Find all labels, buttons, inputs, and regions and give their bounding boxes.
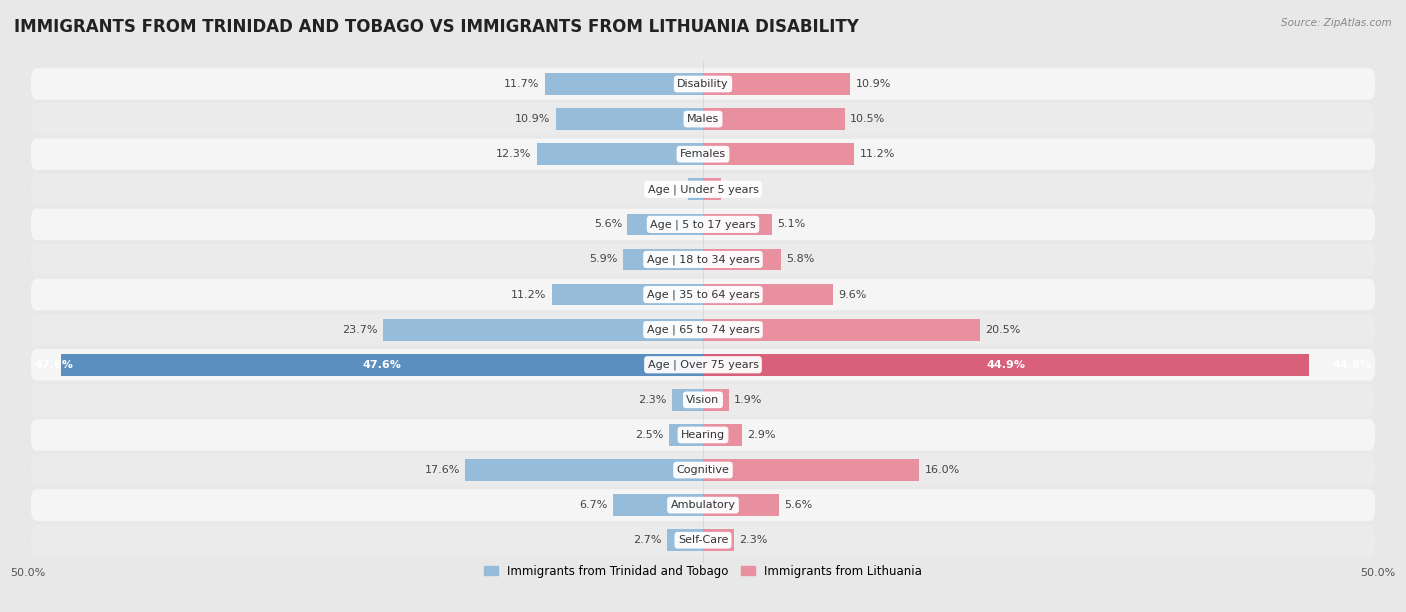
Text: 5.6%: 5.6%	[593, 219, 621, 230]
Text: Age | 18 to 34 years: Age | 18 to 34 years	[647, 254, 759, 265]
Bar	[555, 108, 703, 130]
Bar	[703, 389, 728, 411]
Text: 5.6%: 5.6%	[785, 500, 813, 510]
Text: 6.7%: 6.7%	[579, 500, 607, 510]
Text: Cognitive: Cognitive	[676, 465, 730, 475]
Text: Age | 65 to 74 years: Age | 65 to 74 years	[647, 324, 759, 335]
FancyBboxPatch shape	[31, 454, 1375, 486]
FancyBboxPatch shape	[31, 103, 1375, 135]
Bar	[703, 319, 980, 340]
Text: 5.9%: 5.9%	[589, 255, 619, 264]
Text: Self-Care: Self-Care	[678, 536, 728, 545]
Text: 47.6%: 47.6%	[35, 360, 73, 370]
Text: 11.2%: 11.2%	[859, 149, 896, 159]
Text: 5.8%: 5.8%	[787, 255, 815, 264]
Text: 11.7%: 11.7%	[505, 79, 540, 89]
Text: Age | Under 5 years: Age | Under 5 years	[648, 184, 758, 195]
Text: Source: ZipAtlas.com: Source: ZipAtlas.com	[1281, 18, 1392, 28]
Bar	[688, 179, 703, 200]
Bar	[703, 529, 734, 551]
Bar	[613, 494, 703, 516]
Text: 44.9%: 44.9%	[987, 360, 1025, 370]
Text: 2.9%: 2.9%	[748, 430, 776, 440]
Text: Vision: Vision	[686, 395, 720, 405]
Text: Females: Females	[681, 149, 725, 159]
Bar	[537, 143, 703, 165]
Bar	[703, 248, 782, 271]
Text: 16.0%: 16.0%	[924, 465, 960, 475]
FancyBboxPatch shape	[31, 490, 1375, 521]
FancyBboxPatch shape	[31, 384, 1375, 416]
Bar	[703, 284, 832, 305]
Text: 10.9%: 10.9%	[515, 114, 551, 124]
Text: IMMIGRANTS FROM TRINIDAD AND TOBAGO VS IMMIGRANTS FROM LITHUANIA DISABILITY: IMMIGRANTS FROM TRINIDAD AND TOBAGO VS I…	[14, 18, 859, 36]
Text: 12.3%: 12.3%	[496, 149, 531, 159]
Bar	[551, 284, 703, 305]
Bar	[703, 179, 720, 200]
Text: Hearing: Hearing	[681, 430, 725, 440]
Text: Disability: Disability	[678, 79, 728, 89]
Text: Age | 35 to 64 years: Age | 35 to 64 years	[647, 289, 759, 300]
Bar	[703, 73, 851, 95]
Bar	[703, 214, 772, 235]
Text: 23.7%: 23.7%	[342, 325, 378, 335]
FancyBboxPatch shape	[31, 68, 1375, 100]
Bar	[703, 494, 779, 516]
Bar	[60, 354, 703, 376]
FancyBboxPatch shape	[31, 138, 1375, 170]
Text: 44.9%: 44.9%	[1331, 360, 1371, 370]
FancyBboxPatch shape	[31, 314, 1375, 345]
FancyBboxPatch shape	[31, 244, 1375, 275]
Bar	[703, 143, 855, 165]
Text: 47.6%: 47.6%	[363, 360, 401, 370]
Text: 2.7%: 2.7%	[633, 536, 661, 545]
Text: 11.2%: 11.2%	[510, 289, 547, 299]
Bar	[703, 108, 845, 130]
Bar	[703, 459, 920, 481]
FancyBboxPatch shape	[31, 173, 1375, 205]
Legend: Immigrants from Trinidad and Tobago, Immigrants from Lithuania: Immigrants from Trinidad and Tobago, Imm…	[479, 560, 927, 582]
Bar	[465, 459, 703, 481]
Text: 17.6%: 17.6%	[425, 465, 460, 475]
Text: 9.6%: 9.6%	[838, 289, 866, 299]
Bar	[627, 214, 703, 235]
FancyBboxPatch shape	[31, 419, 1375, 451]
Bar	[672, 389, 703, 411]
Bar	[666, 529, 703, 551]
Text: 10.5%: 10.5%	[851, 114, 886, 124]
Text: 2.3%: 2.3%	[740, 536, 768, 545]
Text: Age | 5 to 17 years: Age | 5 to 17 years	[650, 219, 756, 230]
Text: Age | Over 75 years: Age | Over 75 years	[648, 359, 758, 370]
Text: 2.5%: 2.5%	[636, 430, 664, 440]
Text: 10.9%: 10.9%	[855, 79, 891, 89]
Bar	[703, 354, 1309, 376]
Text: 2.3%: 2.3%	[638, 395, 666, 405]
Bar	[669, 424, 703, 446]
Text: 20.5%: 20.5%	[986, 325, 1021, 335]
Text: 1.1%: 1.1%	[655, 184, 683, 194]
Bar	[546, 73, 703, 95]
Bar	[382, 319, 703, 340]
FancyBboxPatch shape	[31, 279, 1375, 310]
FancyBboxPatch shape	[31, 349, 1375, 381]
Text: 1.9%: 1.9%	[734, 395, 762, 405]
Bar	[703, 424, 742, 446]
Text: 1.3%: 1.3%	[725, 184, 754, 194]
Text: Ambulatory: Ambulatory	[671, 500, 735, 510]
Text: Males: Males	[688, 114, 718, 124]
FancyBboxPatch shape	[31, 524, 1375, 556]
Text: 5.1%: 5.1%	[778, 219, 806, 230]
FancyBboxPatch shape	[31, 209, 1375, 240]
Bar	[623, 248, 703, 271]
